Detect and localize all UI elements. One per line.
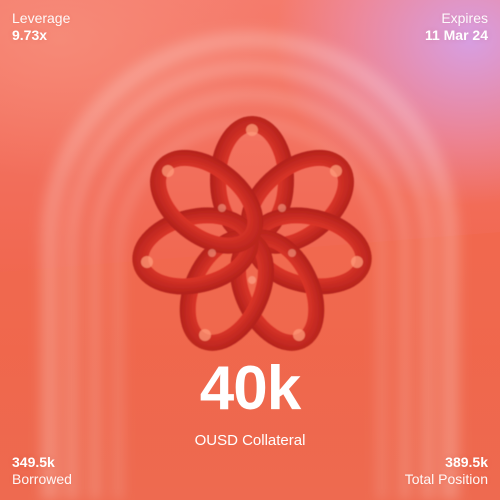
total-position-label: Total Position: [404, 471, 488, 488]
collateral-value: 40k: [199, 354, 301, 423]
borrowed-value: 349.5k: [12, 454, 55, 471]
borrowed-stat: 349.5k Borrowed: [12, 454, 72, 488]
leverage-label: Leverage: [12, 10, 71, 26]
collateral-label: OUSD Collateral: [194, 432, 306, 449]
total-position-stat: 389.5k Total Position: [405, 454, 488, 488]
expires-label: Expires: [441, 10, 488, 26]
borrowed-label: Borrowed: [12, 471, 72, 488]
expires-stat: Expires 11 Mar 24: [425, 10, 488, 44]
leverage-value: 9.73x: [12, 26, 48, 43]
leverage-stat: Leverage 9.73x: [12, 10, 70, 44]
total-position-value: 389.5k: [445, 454, 488, 471]
expires-value: 11 Mar 24: [424, 26, 488, 43]
